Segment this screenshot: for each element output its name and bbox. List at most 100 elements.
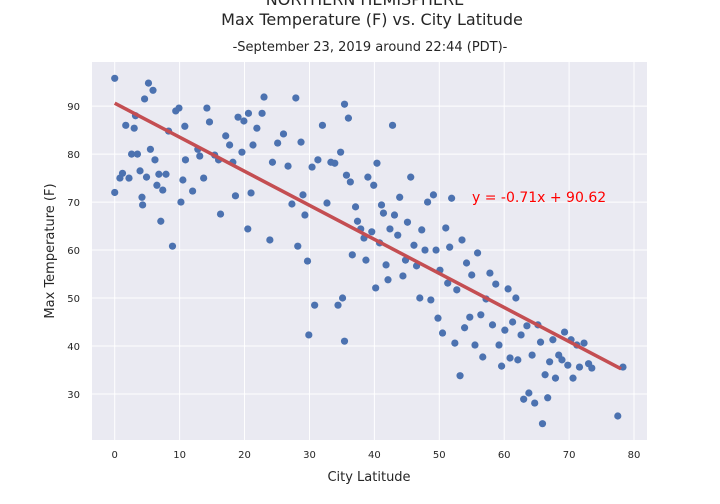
point — [506, 354, 514, 362]
point — [133, 150, 142, 158]
point — [569, 374, 577, 382]
point — [136, 167, 144, 175]
x-tick-label: 40 — [368, 450, 381, 461]
point — [495, 341, 503, 349]
point — [384, 276, 392, 284]
point — [334, 301, 342, 309]
point — [177, 198, 185, 206]
point — [125, 174, 133, 182]
point — [153, 181, 161, 189]
x-tick-label: 70 — [563, 450, 576, 461]
point — [525, 389, 533, 397]
point — [238, 148, 246, 156]
point — [423, 198, 432, 206]
point — [479, 353, 487, 361]
point — [181, 122, 189, 130]
point — [314, 156, 322, 164]
point — [266, 236, 274, 244]
point — [338, 294, 347, 302]
point — [434, 314, 442, 322]
point — [549, 336, 557, 344]
point — [520, 395, 528, 403]
point — [501, 326, 509, 334]
point — [418, 226, 426, 234]
point — [111, 188, 119, 197]
point — [492, 280, 500, 288]
point — [155, 170, 163, 178]
x-axis-label: City Latitude — [327, 470, 410, 485]
annotation: y = -0.71x + 90.62 — [472, 190, 606, 206]
point — [305, 331, 313, 339]
point — [538, 420, 547, 428]
point — [541, 371, 549, 379]
point — [619, 363, 627, 371]
point — [337, 148, 345, 156]
y-axis-label: Max Temperature (F) — [43, 183, 58, 318]
point — [468, 271, 476, 279]
y-tick-label: 30 — [67, 390, 80, 401]
x-tick-label: 10 — [173, 450, 186, 461]
point — [162, 170, 170, 178]
point — [299, 191, 307, 199]
point — [249, 141, 257, 149]
chart-subtitle: -September 23, 2019 around 22:44 (PDT)- — [233, 40, 508, 55]
point — [509, 318, 517, 326]
point — [196, 152, 204, 160]
point — [432, 246, 440, 254]
x-tick-label: 0 — [112, 450, 118, 461]
point — [614, 412, 622, 420]
point — [588, 364, 596, 372]
point — [292, 94, 300, 102]
point — [294, 242, 302, 250]
point — [234, 113, 242, 121]
point — [331, 159, 339, 167]
point — [388, 121, 397, 129]
point — [244, 109, 253, 117]
chart-title: Max Temperature (F) vs. City Latitude — [221, 10, 523, 29]
point — [342, 171, 351, 179]
point — [118, 169, 127, 177]
point — [311, 301, 319, 309]
point — [560, 328, 569, 336]
point — [446, 243, 454, 251]
point — [394, 231, 402, 239]
x-tick-label: 80 — [628, 450, 641, 461]
x-tick-label: 30 — [303, 450, 316, 461]
point — [471, 341, 479, 349]
point — [247, 189, 255, 197]
y-tick-label: 40 — [67, 342, 80, 353]
point — [284, 162, 292, 170]
point — [127, 150, 136, 158]
y-tick-label: 70 — [67, 198, 80, 209]
point — [348, 251, 356, 259]
chart-title: NORTHERN HEMISPHERE — [266, 0, 464, 9]
point — [205, 118, 214, 126]
point — [551, 374, 560, 382]
point — [279, 130, 288, 138]
y-tick-label: 90 — [67, 102, 80, 113]
point — [189, 187, 197, 195]
point — [222, 132, 230, 140]
point — [372, 284, 380, 292]
point — [451, 339, 459, 347]
point — [456, 372, 464, 380]
point — [351, 203, 360, 211]
point — [382, 261, 390, 269]
point — [274, 139, 282, 147]
point — [139, 201, 147, 209]
point — [179, 176, 187, 184]
point — [390, 211, 399, 219]
point — [442, 224, 450, 232]
point — [407, 173, 415, 181]
point — [512, 294, 520, 302]
point — [523, 322, 531, 330]
plot-area — [92, 62, 647, 440]
point — [130, 124, 138, 132]
point — [473, 249, 482, 257]
y-tick-label: 80 — [67, 150, 80, 161]
point — [216, 210, 225, 218]
point — [544, 394, 552, 402]
point — [308, 163, 316, 171]
point — [486, 269, 494, 277]
